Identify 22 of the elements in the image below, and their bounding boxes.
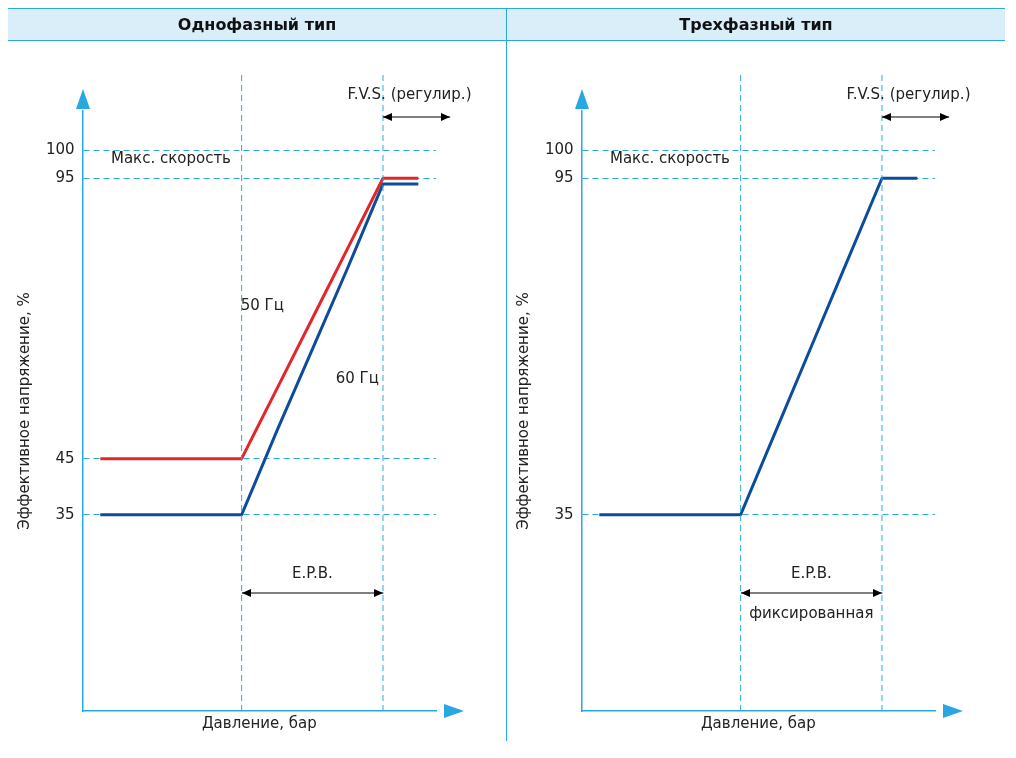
annotation: фиксированная [749,603,874,622]
annotation: E.P.B. [790,564,832,583]
y-tick-label: 35 [554,504,574,523]
series-label: 50 Гц [240,296,284,315]
annotation: E.P.B. [291,564,333,583]
chart-title: Трехфазный тип [507,8,1005,41]
y-tick-label: 100 [45,140,75,159]
y-tick-label: 45 [55,448,75,467]
x-axis-title: Давление, бар [201,713,317,732]
annotation: Макс. скорость [609,149,730,168]
y-tick-label: 95 [554,168,574,187]
text: F.V.S. (регулир.) [846,84,971,103]
text: F.V.S. (регулир.) [347,84,472,103]
annotation: Макс. скорость [110,149,231,168]
series-label: 60 Гц [335,369,379,388]
y-axis-title: Эффективное напряжение, % [14,292,33,530]
y-tick-label: 35 [55,504,75,523]
y-axis-title: Эффективное напряжение, % [513,292,532,530]
chart-title: Однофазный тип [8,8,506,41]
y-tick-label: 100 [544,140,574,159]
y-tick-label: 95 [55,168,75,187]
x-axis-title: Давление, бар [700,713,816,732]
